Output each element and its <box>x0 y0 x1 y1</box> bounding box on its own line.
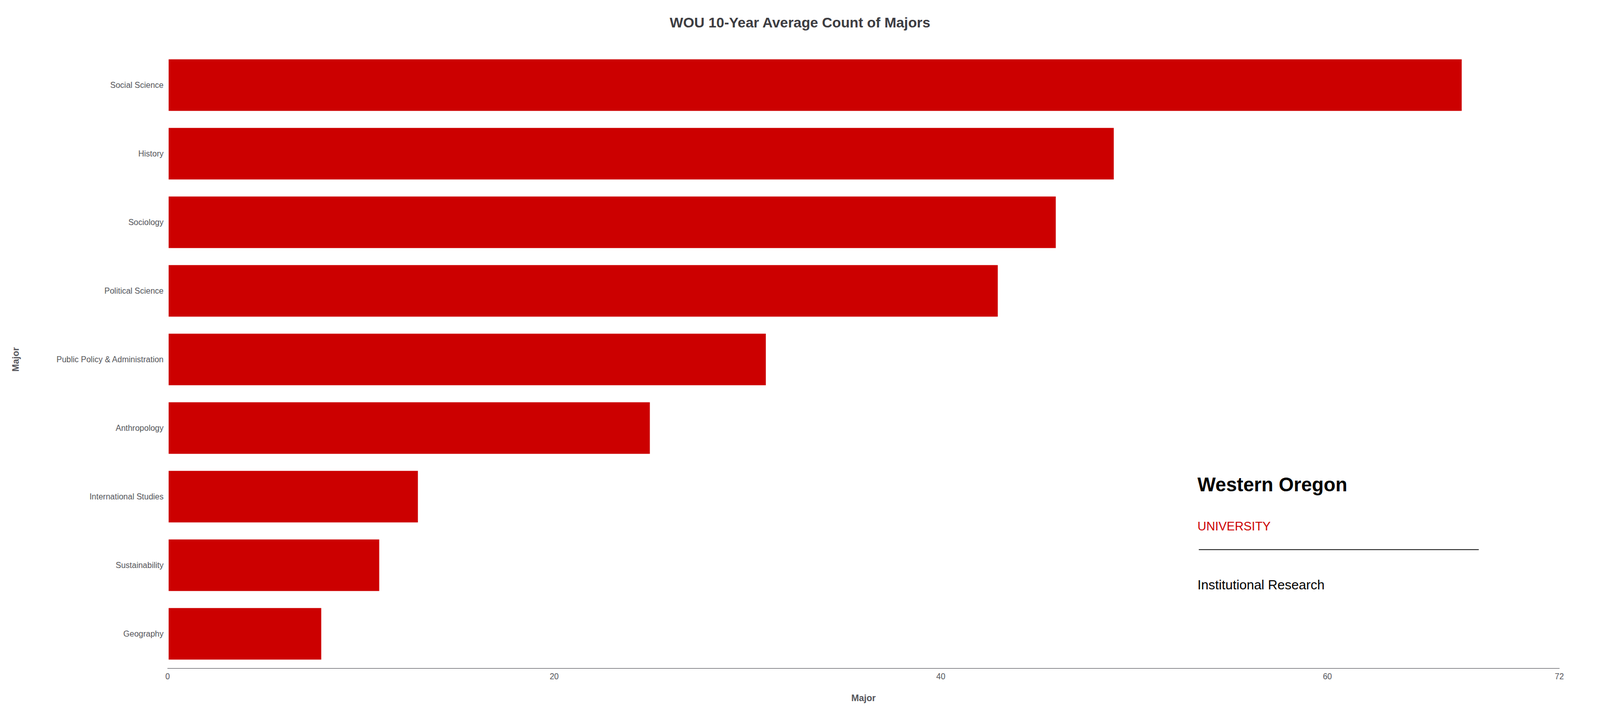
svg-text:Geography: Geography <box>123 629 164 638</box>
svg-text:60: 60 <box>1322 672 1332 681</box>
svg-text:72: 72 <box>1554 672 1564 681</box>
svg-text:20: 20 <box>549 672 559 681</box>
svg-text:Major: Major <box>851 692 876 703</box>
svg-text:Sociology: Sociology <box>128 217 164 227</box>
svg-text:UNIVERSITY: UNIVERSITY <box>1197 519 1271 533</box>
svg-text:0: 0 <box>165 672 171 681</box>
svg-text:WOU 10-Year Average Count of M: WOU 10-Year Average Count of Majors <box>669 14 931 31</box>
svg-text:Sustainability: Sustainability <box>115 560 164 570</box>
svg-text:Anthropology: Anthropology <box>115 423 164 433</box>
svg-text:40: 40 <box>936 672 946 681</box>
svg-text:Public Policy & Administration: Public Policy & Administration <box>56 355 164 364</box>
svg-text:Institutional Research: Institutional Research <box>1197 577 1325 593</box>
svg-text:International Studies: International Studies <box>89 492 164 501</box>
svg-text:Major: Major <box>10 346 21 372</box>
svg-text:Western Oregon: Western Oregon <box>1197 473 1348 496</box>
svg-text:History: History <box>138 149 164 158</box>
svg-text:Social Science: Social Science <box>110 80 164 90</box>
svg-text:Political Science: Political Science <box>104 286 165 296</box>
